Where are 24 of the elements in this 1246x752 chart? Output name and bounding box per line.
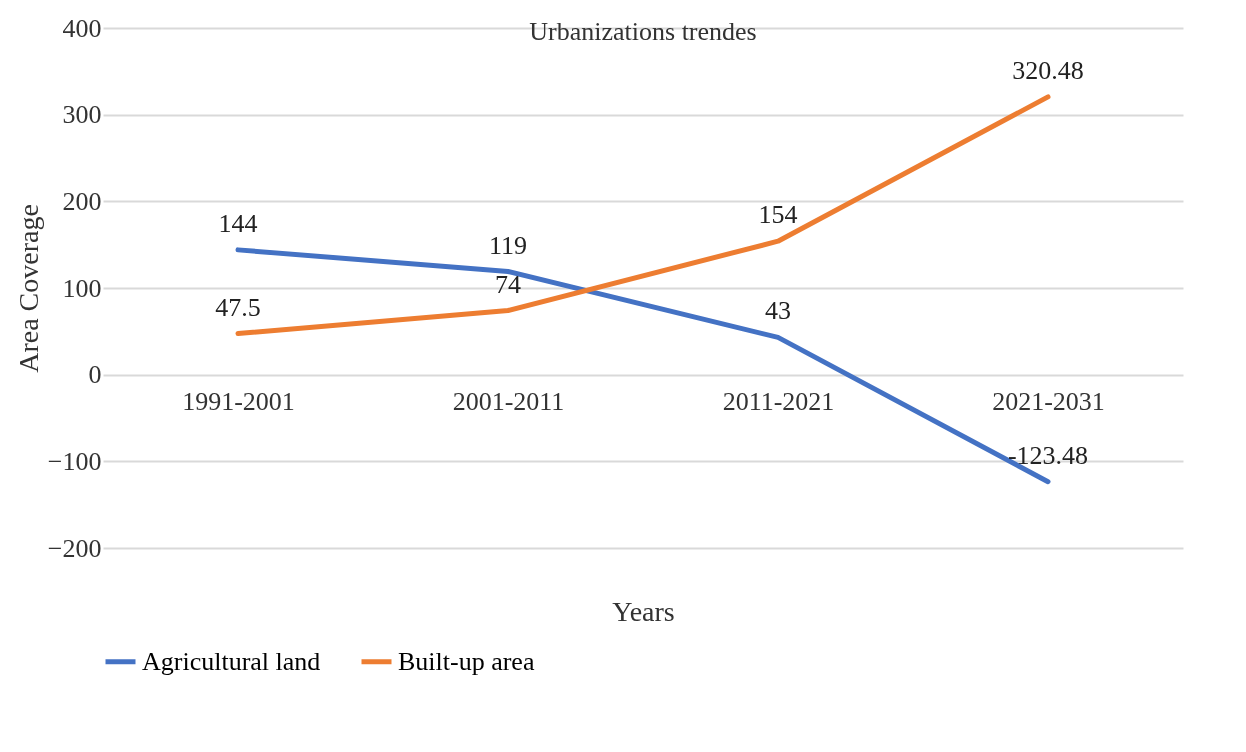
y-tick-label: 300 <box>62 100 102 130</box>
y-tick-label: 400 <box>62 13 102 43</box>
x-tick-label: 2011-2021 <box>722 387 835 417</box>
chart-title: Urbanizations trendes <box>529 17 757 46</box>
data-label: 154 <box>758 200 798 230</box>
y-axis-title: Area Coverage <box>12 204 44 373</box>
y-tick-label: 200 <box>62 186 102 216</box>
data-label: 320.48 <box>1012 55 1084 85</box>
data-label: 119 <box>488 230 528 260</box>
data-label: 144 <box>218 208 258 238</box>
data-label: -123.48 <box>1007 440 1089 470</box>
y-tick-label: −200 <box>47 533 102 563</box>
y-tick-label: 0 <box>88 360 102 390</box>
x-tick-label: 2021-2031 <box>992 387 1105 417</box>
data-label: 74 <box>495 269 521 299</box>
x-tick-label: 2001-2011 <box>452 387 565 417</box>
data-label: 47.5 <box>215 292 261 322</box>
y-tick-label: 100 <box>62 273 102 303</box>
legend-label: Agricultural land <box>142 646 321 676</box>
x-tick-label: 1991-2001 <box>182 387 295 417</box>
legend-label: Built-up area <box>398 646 535 676</box>
y-tick-label: −100 <box>47 446 102 476</box>
data-label: 43 <box>765 296 791 326</box>
x-axis-title: Years <box>612 595 675 627</box>
